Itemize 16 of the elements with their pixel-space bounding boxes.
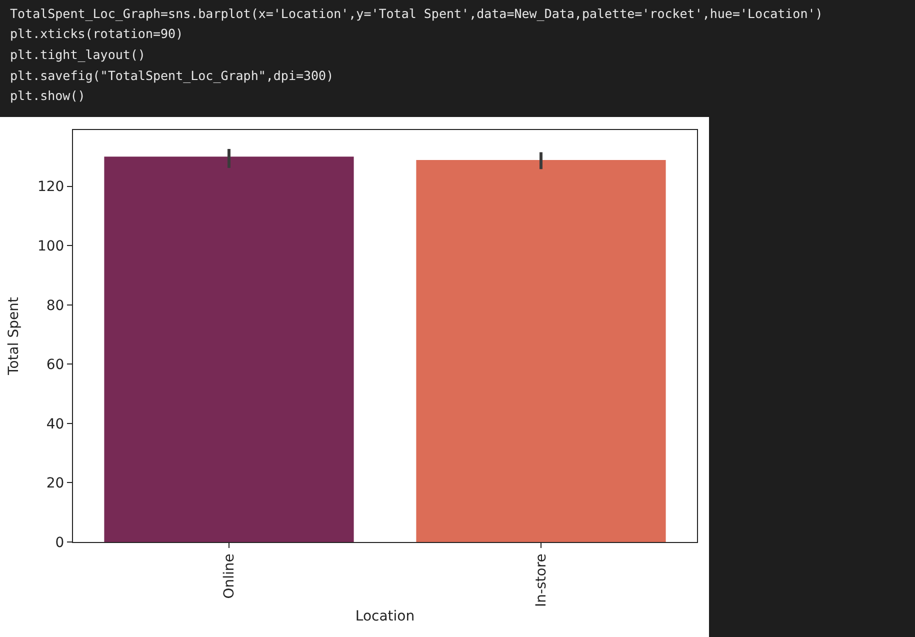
y-tick-label: 100 [37, 238, 64, 254]
text: TotalSpent_Loc_Graph=sns.barplot(x='Location',y='Total Spent',data=New_Data,palette='rocket',hue='Location') [10, 6, 823, 21]
y-tick-label: 40 [46, 416, 64, 432]
x-axis-title: Location [355, 608, 415, 624]
y-tick-label: 0 [55, 534, 64, 551]
text: plt.savefig("TotalSpent_Loc_Graph",dpi=300) [10, 68, 334, 83]
x-tick-label: Online [222, 554, 238, 599]
y-tick-label: 60 [46, 357, 64, 374]
text: plt.tight_layout() [10, 47, 146, 62]
y-axis-title: Total Spent [6, 296, 22, 376]
text: plt.xticks(rotation=90) [10, 26, 184, 41]
x-tick-label: In-store [534, 554, 550, 608]
y-tick-label: 20 [46, 476, 64, 492]
y-tick-label: 120 [37, 179, 64, 196]
text: plt.show() [10, 88, 86, 103]
y-tick-label: 80 [46, 298, 64, 314]
